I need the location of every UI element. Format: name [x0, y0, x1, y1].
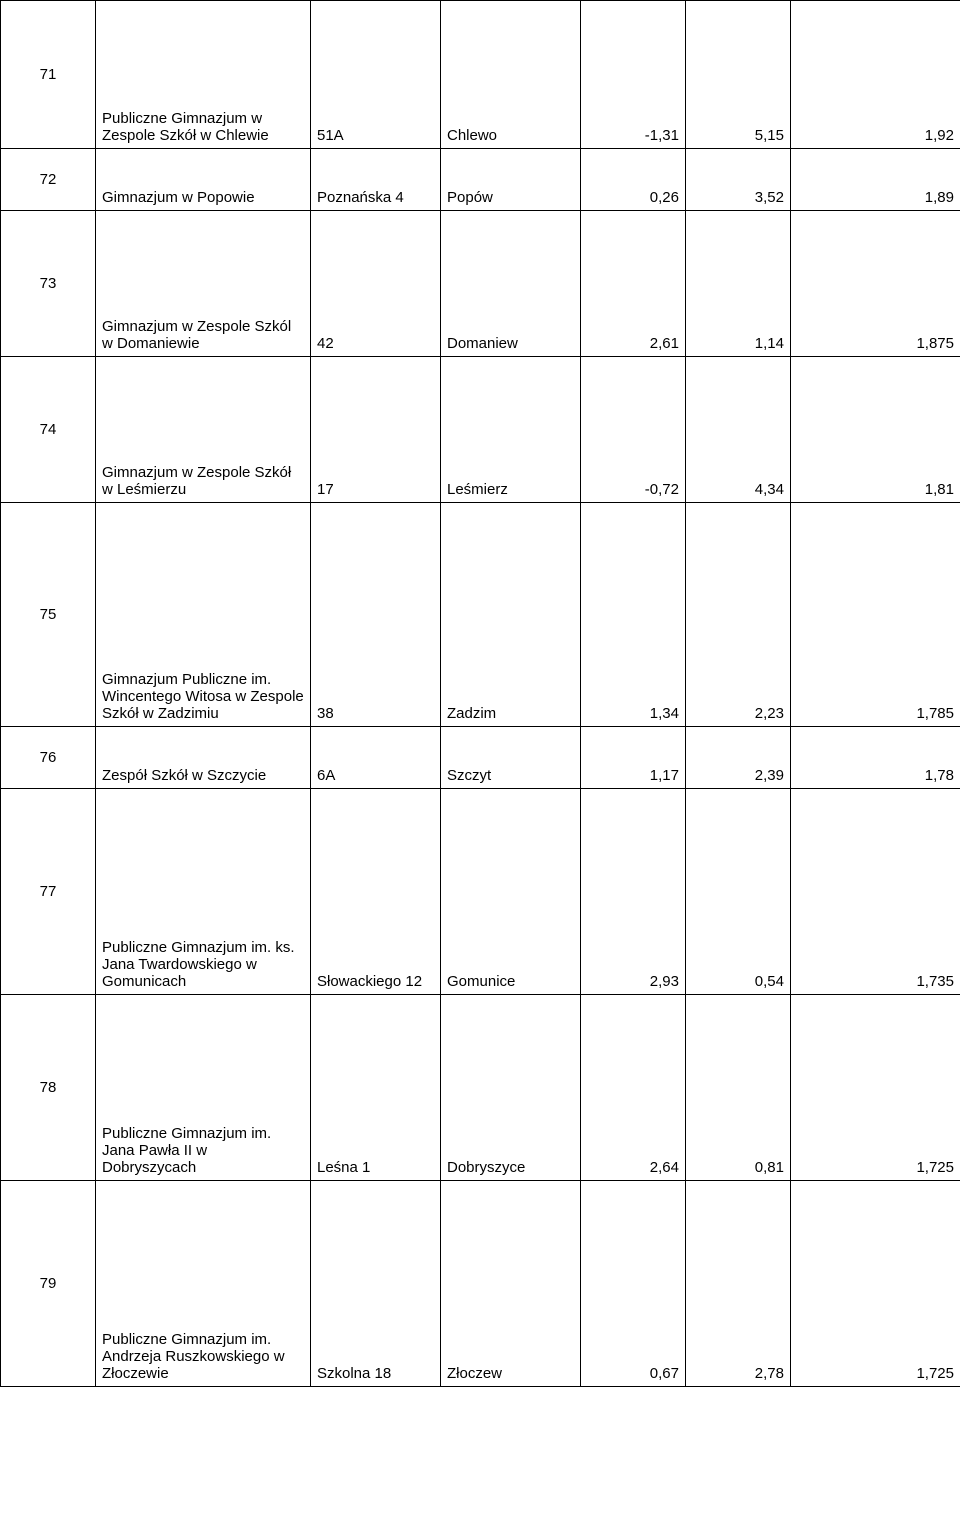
address-cell: 38 — [311, 503, 441, 727]
table-row: 77Publiczne Gimnazjum im. ks. Jana Tward… — [1, 789, 960, 995]
city-cell: Zadzim — [441, 503, 581, 727]
address-cell: 17 — [311, 357, 441, 503]
city-cell: Chlewo — [441, 1, 581, 149]
address-cell: Szkolna 18 — [311, 1181, 441, 1387]
table-row: 74Gimnazjum w Zespole Szkół w Leśmierzu1… — [1, 357, 960, 503]
school-name-cell: Zespół Szkół w Szczycie — [96, 727, 311, 789]
row-number-cell: 72 — [1, 149, 96, 211]
address-cell: 51A — [311, 1, 441, 149]
value-1-cell: -1,31 — [581, 1, 686, 149]
value-2-cell: 2,39 — [686, 727, 791, 789]
city-cell: Dobryszyce — [441, 995, 581, 1181]
school-name-cell: Gimnazjum Publiczne im. Wincentego Witos… — [96, 503, 311, 727]
city-cell: Złoczew — [441, 1181, 581, 1387]
value-2-cell: 0,54 — [686, 789, 791, 995]
value-1-cell: 2,64 — [581, 995, 686, 1181]
value-1-cell: 1,17 — [581, 727, 686, 789]
school-name-cell: Gimnazjum w Popowie — [96, 149, 311, 211]
value-2-cell: 0,81 — [686, 995, 791, 1181]
table-row: 71Publiczne Gimnazjum w Zespole Szkół w … — [1, 1, 960, 149]
table-row: 73Gimnazjum w Zespole Szkól w Domaniewie… — [1, 211, 960, 357]
value-2-cell: 4,34 — [686, 357, 791, 503]
value-1-cell: 1,34 — [581, 503, 686, 727]
value-2-cell: 1,14 — [686, 211, 791, 357]
value-1-cell: 0,67 — [581, 1181, 686, 1387]
value-3-cell: 1,785 — [791, 503, 960, 727]
city-cell: Szczyt — [441, 727, 581, 789]
value-3-cell: 1,92 — [791, 1, 960, 149]
value-3-cell: 1,725 — [791, 1181, 960, 1387]
table-row: 72Gimnazjum w PopowiePoznańska 4Popów0,2… — [1, 149, 960, 211]
table-body: 71Publiczne Gimnazjum w Zespole Szkół w … — [1, 1, 960, 1387]
table-row: 76Zespół Szkół w Szczycie6ASzczyt1,172,3… — [1, 727, 960, 789]
school-name-cell: Publiczne Gimnazjum w Zespole Szkół w Ch… — [96, 1, 311, 149]
table-row: 75Gimnazjum Publiczne im. Wincentego Wit… — [1, 503, 960, 727]
value-2-cell: 2,23 — [686, 503, 791, 727]
value-1-cell: -0,72 — [581, 357, 686, 503]
city-cell: Gomunice — [441, 789, 581, 995]
school-name-cell: Publiczne Gimnazjum im. Andrzeja Ruszkow… — [96, 1181, 311, 1387]
row-number-cell: 75 — [1, 503, 96, 727]
value-3-cell: 1,78 — [791, 727, 960, 789]
address-cell: Słowackiego 12 — [311, 789, 441, 995]
row-number-cell: 76 — [1, 727, 96, 789]
value-2-cell: 3,52 — [686, 149, 791, 211]
value-1-cell: 2,93 — [581, 789, 686, 995]
value-1-cell: 2,61 — [581, 211, 686, 357]
value-3-cell: 1,875 — [791, 211, 960, 357]
table-row: 78Publiczne Gimnazjum im. Jana Pawła II … — [1, 995, 960, 1181]
row-number-cell: 74 — [1, 357, 96, 503]
row-number-cell: 78 — [1, 995, 96, 1181]
value-3-cell: 1,81 — [791, 357, 960, 503]
city-cell: Leśmierz — [441, 357, 581, 503]
value-3-cell: 1,89 — [791, 149, 960, 211]
table-row: 79Publiczne Gimnazjum im. Andrzeja Ruszk… — [1, 1181, 960, 1387]
value-1-cell: 0,26 — [581, 149, 686, 211]
value-2-cell: 5,15 — [686, 1, 791, 149]
data-table: 71Publiczne Gimnazjum w Zespole Szkół w … — [0, 0, 960, 1387]
address-cell: Leśna 1 — [311, 995, 441, 1181]
school-name-cell: Publiczne Gimnazjum im. Jana Pawła II w … — [96, 995, 311, 1181]
row-number-cell: 71 — [1, 1, 96, 149]
address-cell: 42 — [311, 211, 441, 357]
row-number-cell: 73 — [1, 211, 96, 357]
school-name-cell: Publiczne Gimnazjum im. ks. Jana Twardow… — [96, 789, 311, 995]
row-number-cell: 77 — [1, 789, 96, 995]
value-2-cell: 2,78 — [686, 1181, 791, 1387]
address-cell: 6A — [311, 727, 441, 789]
address-cell: Poznańska 4 — [311, 149, 441, 211]
school-name-cell: Gimnazjum w Zespole Szkół w Leśmierzu — [96, 357, 311, 503]
school-name-cell: Gimnazjum w Zespole Szkól w Domaniewie — [96, 211, 311, 357]
city-cell: Popów — [441, 149, 581, 211]
city-cell: Domaniew — [441, 211, 581, 357]
value-3-cell: 1,725 — [791, 995, 960, 1181]
value-3-cell: 1,735 — [791, 789, 960, 995]
row-number-cell: 79 — [1, 1181, 96, 1387]
